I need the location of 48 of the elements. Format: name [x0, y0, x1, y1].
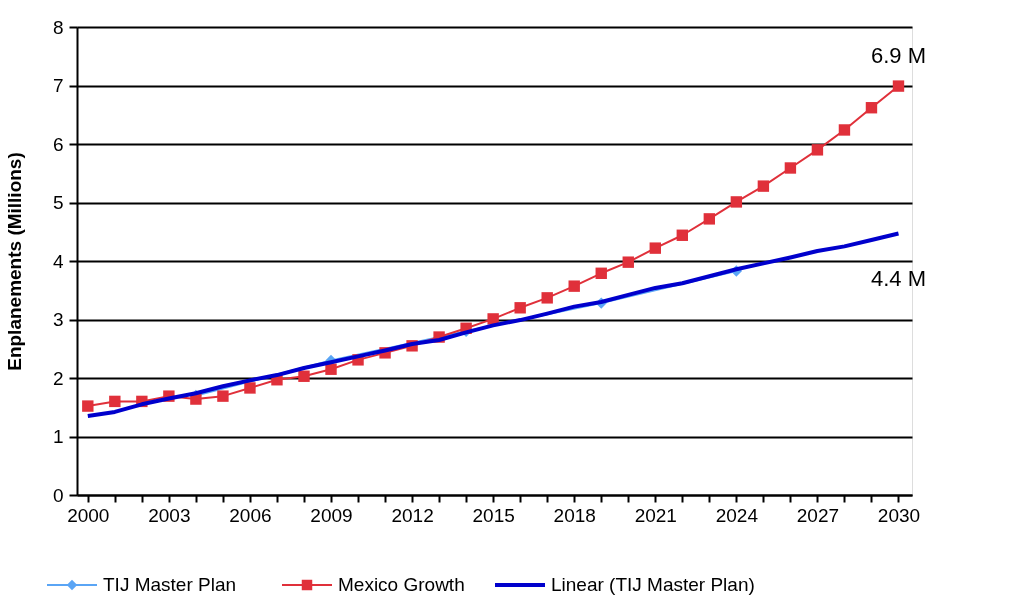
line-series: [85, 231, 901, 419]
point: [217, 390, 229, 402]
y-tick-label: 7: [52, 75, 64, 96]
y-tick-label: 2: [52, 367, 64, 389]
y-tick-label: 1: [52, 426, 64, 447]
annotation: 4.4 M: [870, 265, 926, 291]
annotation: 6.9 M: [870, 43, 926, 69]
point: [622, 256, 634, 268]
point: [514, 302, 526, 314]
y-tick-label: 0: [52, 484, 64, 506]
point: [865, 102, 878, 114]
point: [703, 213, 716, 225]
x-tick-label: 2009: [310, 504, 353, 526]
point: [730, 196, 743, 208]
x-tick-label: 2018: [553, 504, 596, 526]
legend-label: Mexico Growth: [338, 574, 465, 595]
point: [811, 144, 824, 156]
y-tick-label: 4: [52, 250, 64, 272]
point: [595, 267, 607, 279]
y-tick-label: 6: [52, 133, 64, 155]
point: [784, 162, 797, 174]
point: [757, 180, 770, 192]
x-tick-label: 2030: [877, 504, 921, 526]
y-tick-label: 5: [52, 192, 64, 213]
point: [244, 382, 256, 394]
point: [838, 124, 851, 136]
y-axis-title: Enplanements (Millions): [3, 152, 25, 371]
point: [568, 280, 580, 292]
legend-label: TIJ Master Plan: [103, 574, 237, 595]
x-tick-label: 2000: [67, 504, 110, 526]
y-tick-label: 3: [52, 309, 64, 330]
point: [325, 363, 337, 375]
x-tick-label: 2015: [472, 504, 515, 526]
x-tick-label: 2024: [715, 504, 759, 526]
point: [676, 229, 689, 241]
legend-label: Linear (TIJ Master Plan): [551, 574, 755, 595]
x-tick-label: 2003: [148, 504, 191, 526]
point: [109, 395, 121, 408]
x-tick-label: 2012: [391, 504, 434, 526]
point: [649, 242, 661, 254]
x-tick-label: 2027: [796, 504, 840, 526]
point: [298, 370, 310, 382]
point: [82, 400, 94, 412]
point: [892, 80, 905, 92]
point: [541, 292, 553, 304]
x-tick-label: 2021: [634, 504, 677, 526]
y-tick-label: 8: [52, 16, 64, 38]
x-tick-label: 2006: [229, 504, 272, 526]
